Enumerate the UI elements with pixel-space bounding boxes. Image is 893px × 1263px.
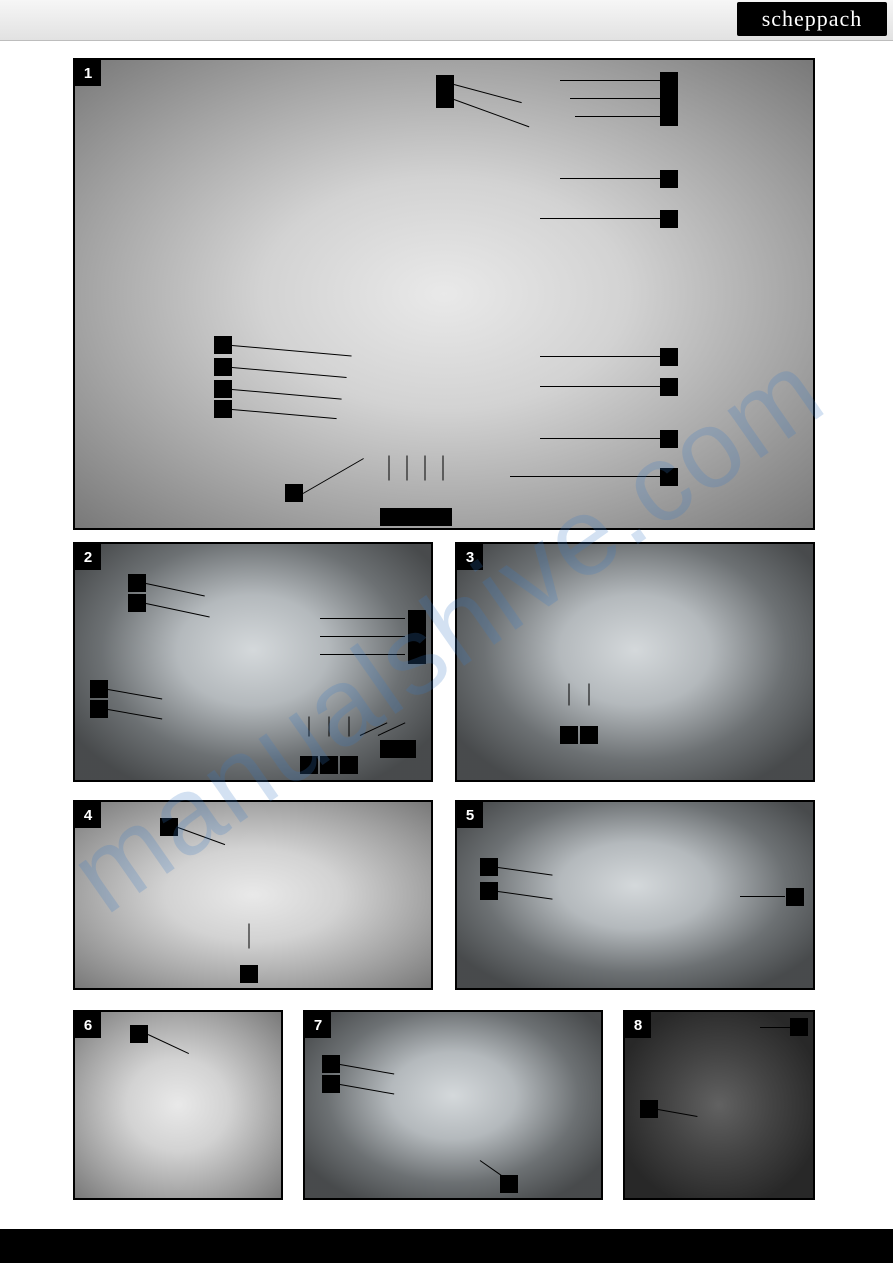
callout-leader <box>540 218 660 219</box>
callout-box <box>322 1055 340 1073</box>
figure-number: 3 <box>457 544 483 570</box>
callout-leader <box>540 438 660 439</box>
callout-leader <box>760 1027 790 1028</box>
callout-box <box>416 508 434 526</box>
callout-box <box>480 882 498 900</box>
figure-panel: 4 <box>73 800 433 990</box>
figure-photo <box>75 1012 281 1198</box>
figure-panel: 1 <box>73 58 815 530</box>
callout-box <box>408 610 426 628</box>
callout-leader <box>560 80 660 81</box>
callout-box <box>408 646 426 664</box>
callout-leader <box>349 717 350 737</box>
callout-leader <box>575 116 660 117</box>
figure-number: 1 <box>75 60 101 86</box>
figure-panel: 5 <box>455 800 815 990</box>
figure-panel: 7 <box>303 1010 603 1200</box>
callout-box <box>560 726 578 744</box>
figure-number: 4 <box>75 802 101 828</box>
callout-box <box>128 594 146 612</box>
callout-box <box>500 1175 518 1193</box>
callout-box <box>240 965 258 983</box>
callout-box <box>580 726 598 744</box>
callout-leader <box>425 456 426 481</box>
figure-number: 6 <box>75 1012 101 1038</box>
callout-box <box>660 348 678 366</box>
callout-leader <box>569 684 570 706</box>
callout-box <box>285 484 303 502</box>
callout-leader <box>249 924 250 949</box>
callout-leader <box>389 456 390 481</box>
page: scheppach 12345678 manualshive.com <box>0 0 893 1263</box>
callout-leader <box>589 684 590 706</box>
brand-logo: scheppach <box>737 2 887 36</box>
callout-box <box>408 628 426 646</box>
callout-box <box>660 90 678 108</box>
brand-text: scheppach <box>762 6 863 32</box>
callout-box <box>660 210 678 228</box>
figure-photo <box>305 1012 601 1198</box>
figure-number: 8 <box>625 1012 651 1038</box>
callout-box <box>786 888 804 906</box>
callout-leader <box>540 356 660 357</box>
callout-box <box>434 508 452 526</box>
callout-box <box>320 756 338 774</box>
bottom-bar <box>0 1229 893 1263</box>
figure-photo <box>457 802 813 988</box>
callout-leader <box>570 98 660 99</box>
callout-box <box>128 574 146 592</box>
callout-box <box>214 336 232 354</box>
figure-panel: 3 <box>455 542 815 782</box>
callout-box <box>660 468 678 486</box>
callout-box <box>214 400 232 418</box>
callout-box <box>214 358 232 376</box>
figure-panel: 2 <box>73 542 433 782</box>
callout-leader <box>510 476 660 477</box>
callout-box <box>660 72 678 90</box>
figure-panel: 6 <box>73 1010 283 1200</box>
callout-box <box>300 756 318 774</box>
callout-leader <box>407 456 408 481</box>
callout-box <box>480 858 498 876</box>
callout-box <box>380 508 398 526</box>
callout-leader <box>540 386 660 387</box>
callout-box <box>660 170 678 188</box>
callout-box <box>160 818 178 836</box>
callout-box <box>398 740 416 758</box>
callout-box <box>660 430 678 448</box>
callout-box <box>436 90 454 108</box>
figure-number: 2 <box>75 544 101 570</box>
callout-box <box>660 378 678 396</box>
callout-box <box>214 380 232 398</box>
figure-photo <box>75 60 813 528</box>
callout-leader <box>740 896 785 897</box>
callout-box <box>130 1025 148 1043</box>
callout-leader <box>329 717 330 737</box>
callout-box <box>340 756 358 774</box>
figure-photo <box>75 802 431 988</box>
figure-photo <box>457 544 813 780</box>
callout-leader <box>320 654 405 655</box>
callout-leader <box>320 618 405 619</box>
callout-box <box>90 680 108 698</box>
callout-box <box>322 1075 340 1093</box>
callout-leader <box>560 178 660 179</box>
callout-leader <box>443 456 444 481</box>
callout-box <box>660 108 678 126</box>
callout-leader <box>309 717 310 737</box>
callout-box <box>380 740 398 758</box>
figure-number: 7 <box>305 1012 331 1038</box>
callout-leader <box>320 636 405 637</box>
callout-box <box>640 1100 658 1118</box>
callout-box <box>790 1018 808 1036</box>
figure-number: 5 <box>457 802 483 828</box>
callout-box <box>90 700 108 718</box>
callout-box <box>398 508 416 526</box>
top-bar: scheppach <box>0 0 893 41</box>
